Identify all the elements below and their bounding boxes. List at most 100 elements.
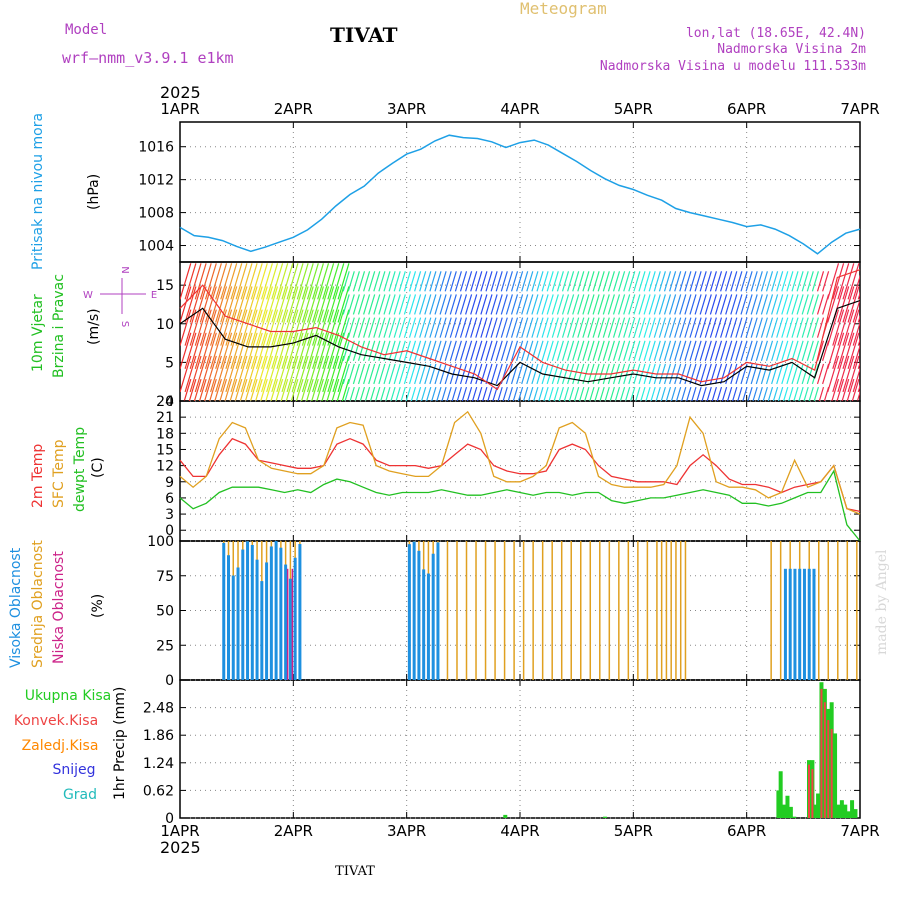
wind-barb (369, 386, 376, 401)
wind-barb (352, 340, 360, 361)
wind-barb (204, 286, 217, 323)
wind-barb (665, 386, 672, 401)
y-tick-label: 1012 (138, 173, 174, 189)
total-precip-bar (792, 816, 797, 818)
wind-barb (368, 317, 376, 338)
y-tick-label: 2.48 (143, 701, 174, 717)
wind-barb (189, 309, 202, 346)
wind-barb (454, 317, 462, 338)
wind-barb (352, 271, 360, 292)
wind-barb (816, 271, 825, 292)
wind-barb (326, 378, 335, 401)
wind-barb (507, 386, 513, 401)
wind-barb (679, 294, 687, 315)
wind-barb (465, 271, 473, 292)
wind-barb (395, 386, 401, 401)
wind-barb (275, 378, 284, 401)
wind-barb (439, 317, 447, 338)
wind-barb (818, 386, 825, 401)
wind-barb (336, 378, 345, 401)
wind-barb (806, 340, 814, 361)
wind-barb (332, 263, 345, 300)
wind-barb (459, 294, 468, 315)
wind-barb (781, 271, 789, 292)
wind-barb (567, 294, 575, 315)
wind-barb (354, 386, 360, 401)
day-label-bottom: 2APR (274, 822, 313, 840)
wind-barb (694, 340, 702, 361)
wind-barb (584, 386, 590, 401)
wind-barb (414, 363, 422, 385)
wind-barb (255, 378, 263, 401)
high-cloud-bar (426, 573, 430, 680)
wind-barb (531, 340, 539, 361)
wind-barb (373, 294, 381, 315)
wind-barb (852, 367, 860, 393)
y-tick-label: 0 (165, 523, 174, 539)
wind-barb (424, 271, 432, 292)
wind-barb (663, 294, 672, 315)
wind-barb (691, 386, 697, 401)
wind-speed-line (179, 300, 861, 387)
wind-barb (771, 340, 779, 361)
wind-barb (429, 294, 437, 315)
wind-barb (266, 309, 279, 346)
wind-barb (572, 317, 580, 338)
wind-barb (684, 340, 692, 361)
wind-barb (477, 386, 483, 401)
high-cloud-bar (222, 542, 226, 680)
wind-barb (561, 340, 570, 361)
wind-barb (694, 271, 702, 292)
total-precip-bar (816, 793, 821, 818)
wind-barb (572, 294, 580, 315)
wind-barb (786, 363, 794, 385)
wind-barb (180, 332, 192, 369)
wind-barb (444, 317, 452, 338)
wind-barb (281, 263, 294, 300)
wind-barb (255, 332, 268, 369)
wind-barb (638, 363, 646, 385)
wind-barb (291, 355, 304, 393)
wind-barb (791, 363, 799, 385)
wind-barb (798, 386, 804, 401)
wind-barb (674, 317, 682, 338)
wind-barb (674, 294, 682, 315)
wind-barb (602, 340, 610, 361)
wind-barb (184, 332, 197, 369)
wind-barb (429, 363, 437, 385)
wind-barb (250, 332, 263, 369)
wind-barb (286, 263, 299, 300)
wind-barb (837, 355, 850, 393)
wind-barb (306, 286, 319, 323)
wind-barb (459, 271, 468, 292)
wind-barb (827, 263, 840, 300)
wind-barb (219, 378, 228, 401)
wind-barb (781, 363, 789, 385)
wind-barb (796, 363, 804, 385)
wind-barb (679, 271, 687, 292)
wind-barb (556, 340, 564, 361)
wind-barb (240, 286, 253, 323)
y-tick-label: 10 (156, 317, 174, 333)
y-tick-label: 0.62 (143, 783, 174, 799)
wind-barb (816, 363, 825, 385)
wind-barb (786, 317, 794, 338)
wind-barb (679, 340, 687, 361)
wind-barb (414, 317, 422, 338)
y-tick-label: 1016 (138, 140, 174, 156)
wind-barb (419, 294, 427, 315)
wind-barb (704, 271, 712, 292)
precip-unit: 1hr Precip (mm) (112, 687, 128, 800)
wind-barb (280, 378, 289, 401)
wind-barb (466, 386, 473, 401)
wind-barb (480, 294, 488, 315)
wind-barb (444, 363, 452, 385)
wind-barb (740, 271, 748, 292)
wind-barb (699, 294, 707, 315)
compass-w: W (83, 290, 93, 301)
wind-barb (762, 386, 768, 401)
wind-barb (490, 363, 498, 385)
wind-barb (801, 294, 809, 315)
wind-barb (495, 317, 503, 338)
wind-barb (180, 286, 192, 323)
